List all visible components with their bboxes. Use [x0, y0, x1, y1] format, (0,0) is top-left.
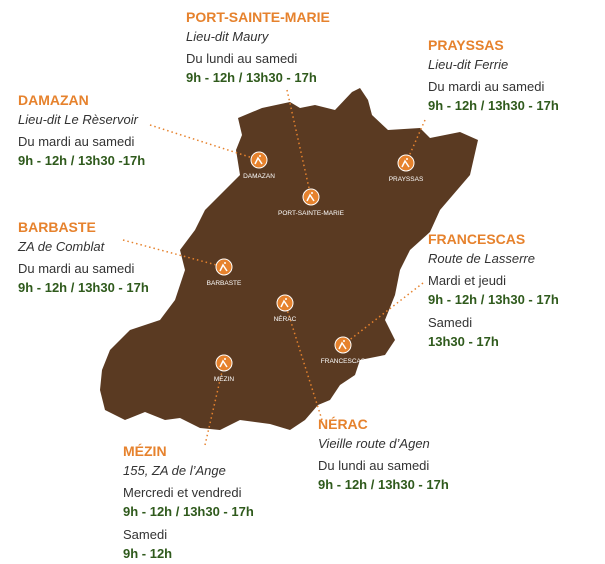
schedule-hours: 9h - 12h / 13h30 - 17h	[318, 477, 449, 492]
site-icon-figure	[219, 358, 228, 368]
schedule-days: Samedi	[123, 527, 168, 542]
site-name: DAMAZAN	[18, 92, 89, 108]
site-info: DAMAZAN Lieu-dit Le Rèservoir Du mardi au …	[18, 91, 145, 170]
schedule-hours: 9h - 12h / 13h30 - 17h	[428, 292, 559, 307]
site-icon-figure	[401, 158, 410, 168]
site-name: NÉRAC	[318, 416, 368, 432]
map-label: PRAYSSAS	[389, 176, 424, 183]
schedule-days: Du lundi au samedi	[318, 458, 430, 473]
territory	[100, 88, 478, 430]
schedule-days: Du mardi au samedi	[428, 79, 545, 94]
site-icon-figure	[338, 340, 347, 350]
site-info: BARBASTE ZA de Comblat Du mardi au samedi 9…	[18, 218, 149, 297]
site-info: FRANCESCAS Route de Lasserre Mardi et jeud…	[428, 230, 559, 351]
site-info: NÉRAC Vieille route d’Agen Du lundi au sam…	[318, 415, 449, 494]
map-label: PORT-SAINTE-MARIE	[278, 210, 345, 217]
site-address: 155, ZA de l’Ange	[123, 463, 226, 478]
schedule-hours: 9h - 12h	[123, 546, 173, 561]
site-name: MÉZIN	[123, 443, 167, 459]
site-address: Vieille route d’Agen	[318, 436, 430, 451]
schedule: Samedi 13h30 - 17h	[428, 313, 559, 351]
leader-line	[342, 282, 424, 346]
site-info: PRAYSSAS Lieu-dit Ferrie Du mardi au samed…	[428, 36, 559, 115]
leader-line	[204, 362, 225, 446]
schedule: Samedi 9h - 12h	[123, 525, 254, 563]
map-label: DAMAZAN	[243, 173, 275, 180]
schedule-hours: 9h - 12h / 13h30 - 17h	[186, 70, 317, 85]
schedule-days: Du mardi au samedi	[18, 134, 135, 149]
site-icon-figure	[306, 192, 315, 202]
schedule-hours: 9h - 12h / 13h30 - 17h	[428, 98, 559, 113]
leader-line	[405, 119, 426, 164]
schedule: Du mardi au samedi 9h - 12h / 13h30 - 17h	[428, 77, 559, 115]
schedule-days: Du mardi au samedi	[18, 261, 135, 276]
site-info: PORT-SAINTE-MARIE Lieu-dit Maury Du lundi …	[186, 8, 330, 87]
schedule-days: Mercredi et vendredi	[123, 485, 242, 500]
schedule: Du lundi au samedi 9h - 12h / 13h30 - 17h	[186, 49, 330, 87]
schedule-hours: 9h - 12h / 13h30 -17h	[18, 153, 146, 168]
schedule-hours: 9h - 12h / 13h30 - 17h	[18, 280, 149, 295]
site-icon-figure	[254, 155, 263, 165]
site-address: Route de Lasserre	[428, 251, 535, 266]
site-icon-figure	[219, 262, 228, 272]
schedule: Du lundi au samedi 9h - 12h / 13h30 - 17h	[318, 456, 449, 494]
site-address: Lieu-dit Le Rèservoir	[18, 112, 138, 127]
leader-line	[286, 89, 312, 198]
map-label: BARBASTE	[207, 280, 242, 287]
schedule: Mercredi et vendredi 9h - 12h / 13h30 - 1…	[123, 483, 254, 521]
map-label: FRANCESCAS	[321, 358, 366, 365]
leader-line	[149, 124, 260, 161]
schedule: Du mardi au samedi 9h - 12h / 13h30 - 17h	[18, 259, 149, 297]
schedule-days: Du lundi au samedi	[186, 51, 298, 66]
schedule: Mardi et jeudi 9h - 12h / 13h30 - 17h	[428, 271, 559, 309]
site-name: PORT-SAINTE-MARIE	[186, 9, 330, 25]
schedule-days: Samedi	[428, 315, 473, 330]
map-label: MÉZIN	[214, 374, 235, 383]
schedule-hours: 9h - 12h / 13h30 - 17h	[123, 504, 254, 519]
schedule-days: Mardi et jeudi	[428, 273, 507, 288]
site-address: ZA de Comblat	[18, 239, 105, 254]
site-name: FRANCESCAS	[428, 231, 526, 247]
site-address: Lieu-dit Maury	[186, 29, 269, 44]
schedule-hours: 13h30 - 17h	[428, 334, 499, 349]
schedule: Du mardi au samedi 9h - 12h / 13h30 -17h	[18, 132, 145, 170]
site-icon-figure	[280, 298, 289, 308]
site-address: Lieu-dit Ferrie	[428, 57, 509, 72]
map-label: NÉRAC	[274, 314, 297, 323]
site-name: PRAYSSAS	[428, 37, 504, 53]
site-info: MÉZIN 155, ZA de l’Ange Mercredi et vendre…	[123, 442, 254, 563]
site-name: BARBASTE	[18, 219, 96, 235]
